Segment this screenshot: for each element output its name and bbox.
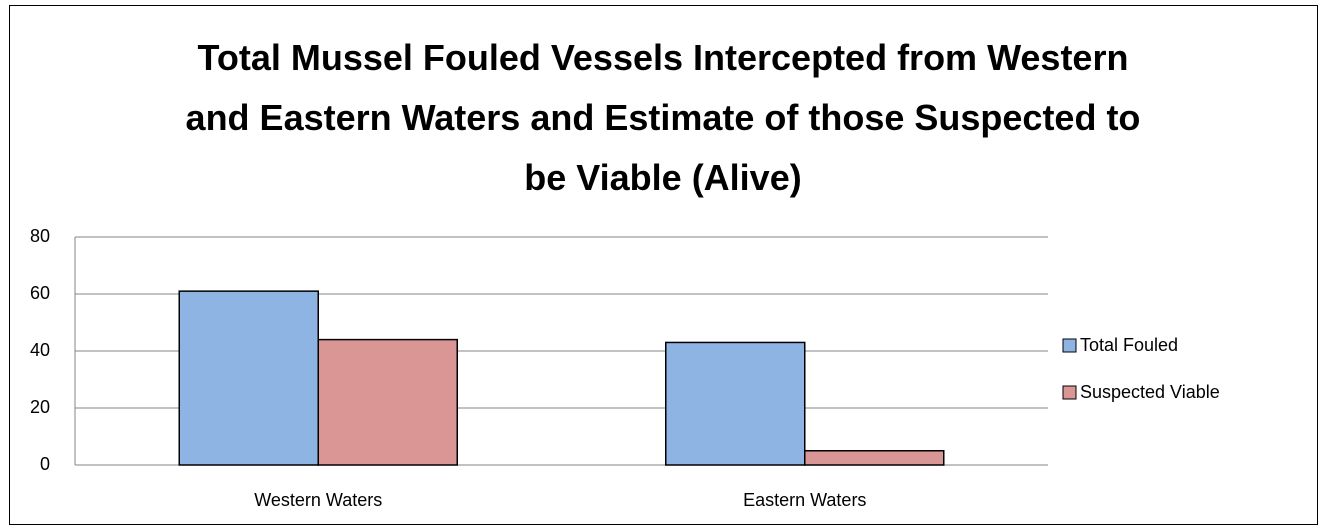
legend-swatch bbox=[1062, 385, 1077, 400]
y-tick-label: 0 bbox=[40, 454, 50, 474]
x-tick-label: Eastern Waters bbox=[743, 490, 866, 510]
chart-title: Total Mussel Fouled Vessels Intercepted … bbox=[186, 37, 1141, 198]
legend-label: Suspected Viable bbox=[1080, 382, 1220, 402]
y-tick-label: 80 bbox=[30, 226, 50, 246]
bar bbox=[665, 341, 806, 466]
bar bbox=[317, 338, 458, 466]
x-tick-label: Western Waters bbox=[254, 490, 382, 510]
bar bbox=[804, 450, 945, 466]
y-tick-label: 60 bbox=[30, 283, 50, 303]
legend-swatch bbox=[1062, 338, 1077, 353]
bar bbox=[178, 290, 319, 466]
y-tick-label: 20 bbox=[30, 397, 50, 417]
y-tick-label: 40 bbox=[30, 340, 50, 360]
legend-label: Total Fouled bbox=[1080, 335, 1178, 355]
